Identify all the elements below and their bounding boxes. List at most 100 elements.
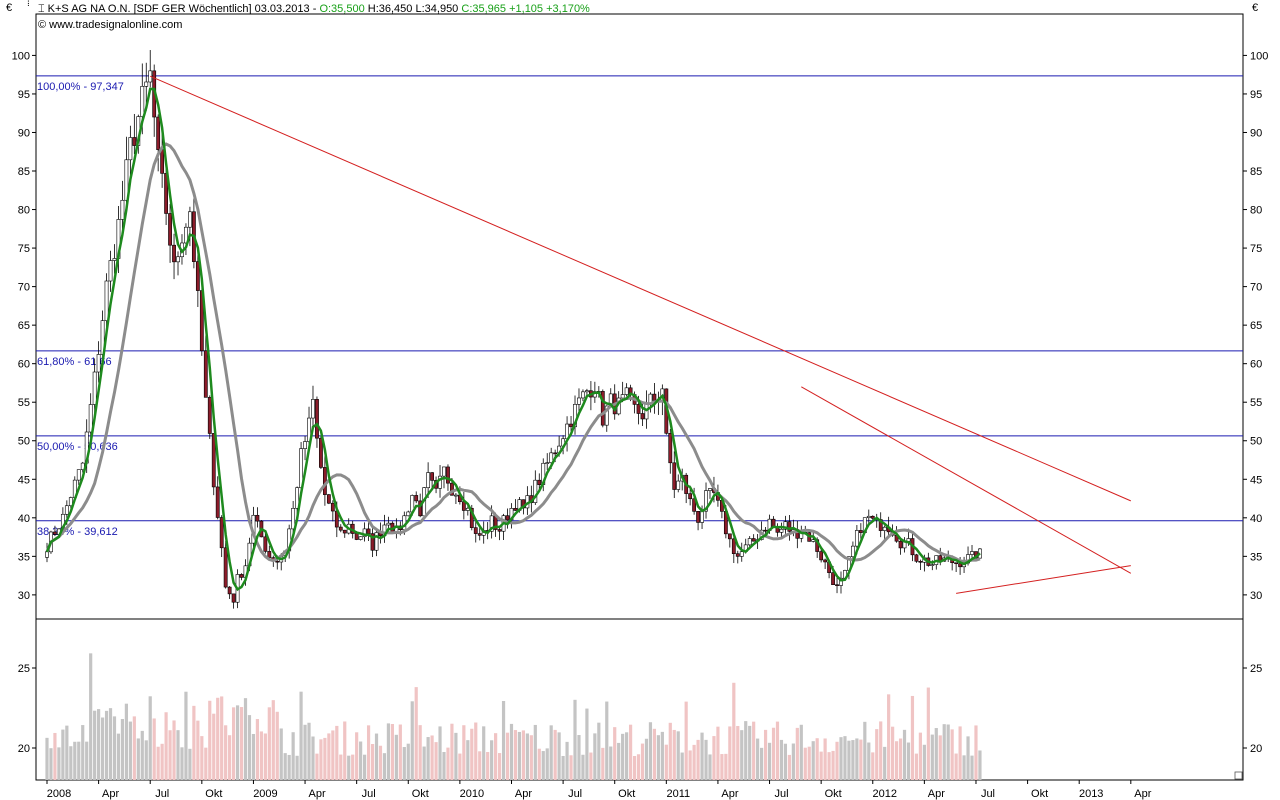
volume-bar — [363, 754, 367, 780]
volume-bar — [188, 748, 192, 780]
y-tick-label-left: 95 — [18, 89, 30, 101]
volume-bar — [124, 703, 128, 780]
volume-bar — [410, 701, 414, 780]
volume-bar — [505, 732, 510, 780]
candle-body — [505, 515, 510, 521]
volume-bar — [402, 747, 406, 780]
candle-body — [338, 526, 343, 531]
volume-bar — [442, 751, 446, 780]
volume-bar — [243, 698, 248, 780]
volume-bar — [783, 743, 788, 780]
x-tick-label: 2008 — [47, 788, 71, 800]
volume-bar — [827, 752, 831, 780]
volume-bar — [795, 727, 799, 780]
volume-bar — [398, 724, 402, 780]
candle-body — [291, 508, 296, 530]
candle-body — [168, 213, 172, 246]
volume-bar — [605, 701, 609, 780]
volume-bar — [557, 732, 561, 780]
volume-bar — [267, 707, 271, 780]
candle-body — [362, 528, 367, 538]
volume-bar — [902, 729, 907, 780]
volume-bar — [887, 694, 891, 780]
volume-bar — [136, 738, 140, 780]
candle-body — [727, 533, 732, 540]
candle-body — [668, 432, 673, 464]
candle-body — [45, 551, 49, 558]
y-tick-label-left: 35 — [18, 551, 30, 563]
candle-body — [172, 244, 176, 263]
volume-bar — [501, 701, 506, 780]
source-url: www.tradesignalonline.com — [49, 19, 183, 31]
candle-body — [223, 547, 228, 588]
volume-bar — [77, 741, 81, 780]
volume-bar — [382, 753, 387, 780]
volume-bar — [875, 729, 879, 780]
candle-body — [882, 526, 887, 531]
candle-body — [918, 560, 923, 563]
volume-bar — [771, 727, 776, 780]
volume-bar — [132, 716, 136, 780]
x-tick-label: Apr — [308, 788, 325, 800]
candle-body — [295, 487, 300, 509]
more-options-icon[interactable]: ⁞ — [27, 0, 30, 9]
fib-label: 100,00% - 97,347 — [37, 81, 124, 93]
candle-body — [513, 508, 518, 511]
volume-bar — [704, 739, 708, 780]
candle-body — [76, 469, 81, 481]
candle-body — [438, 475, 442, 489]
fib-label: 50,00% - 50,636 — [37, 441, 118, 453]
change-percent: +3,170% — [546, 3, 590, 15]
candle-body — [600, 391, 605, 426]
volume-bar — [640, 743, 645, 780]
candle-body — [577, 397, 581, 405]
volume-bar — [497, 753, 502, 780]
x-tick-label: Okt — [205, 788, 222, 800]
volume-bar — [470, 728, 474, 780]
volume-bar — [231, 707, 236, 780]
volume-bar — [374, 733, 379, 780]
volume-bar — [85, 741, 89, 780]
volume-bar — [732, 682, 736, 780]
volume-bar — [61, 729, 65, 780]
volume-bar — [279, 728, 283, 780]
x-tick-label: Apr — [102, 788, 119, 800]
volume-bar — [573, 699, 577, 780]
volume-bar — [355, 732, 359, 780]
volume-tick-label-left: 25 — [18, 663, 30, 675]
volume-bar — [958, 726, 962, 780]
volume-bar — [815, 738, 819, 780]
header-line: ⌶ K+S AG NA O.N. [SDF GER Wöchentlich] 0… — [38, 3, 590, 15]
candle-body — [692, 498, 697, 512]
candle-body — [430, 472, 434, 481]
volume-bar — [319, 739, 323, 780]
volume-bar — [962, 755, 966, 780]
volume-bar — [625, 732, 629, 780]
candle-body — [446, 466, 450, 484]
y-tick-label-right: 85 — [1250, 166, 1262, 178]
currency-symbol-right: € — [1252, 2, 1259, 14]
x-tick-label: Okt — [412, 788, 429, 800]
fib-label: 61,80% - 61,66 — [37, 356, 112, 368]
volume-bar — [271, 700, 275, 780]
volume-bar — [545, 748, 549, 780]
volume-bar — [208, 700, 212, 780]
candle-body — [739, 551, 744, 557]
volume-bar — [97, 709, 101, 780]
candle-body — [831, 572, 835, 586]
trendline — [801, 386, 1132, 574]
candle-body — [779, 528, 784, 533]
volume-bar — [299, 691, 303, 780]
candle-body — [553, 452, 558, 455]
candle-body — [68, 497, 73, 507]
candle-body — [878, 519, 883, 531]
volume-bar — [648, 722, 653, 780]
volume-bar — [450, 723, 454, 780]
volume-bar — [763, 729, 768, 780]
candle-body — [140, 86, 145, 117]
volume-bar — [906, 742, 911, 780]
plot-frame — [35, 13, 1244, 781]
volume-bar — [327, 733, 331, 780]
candle-body — [489, 515, 494, 532]
